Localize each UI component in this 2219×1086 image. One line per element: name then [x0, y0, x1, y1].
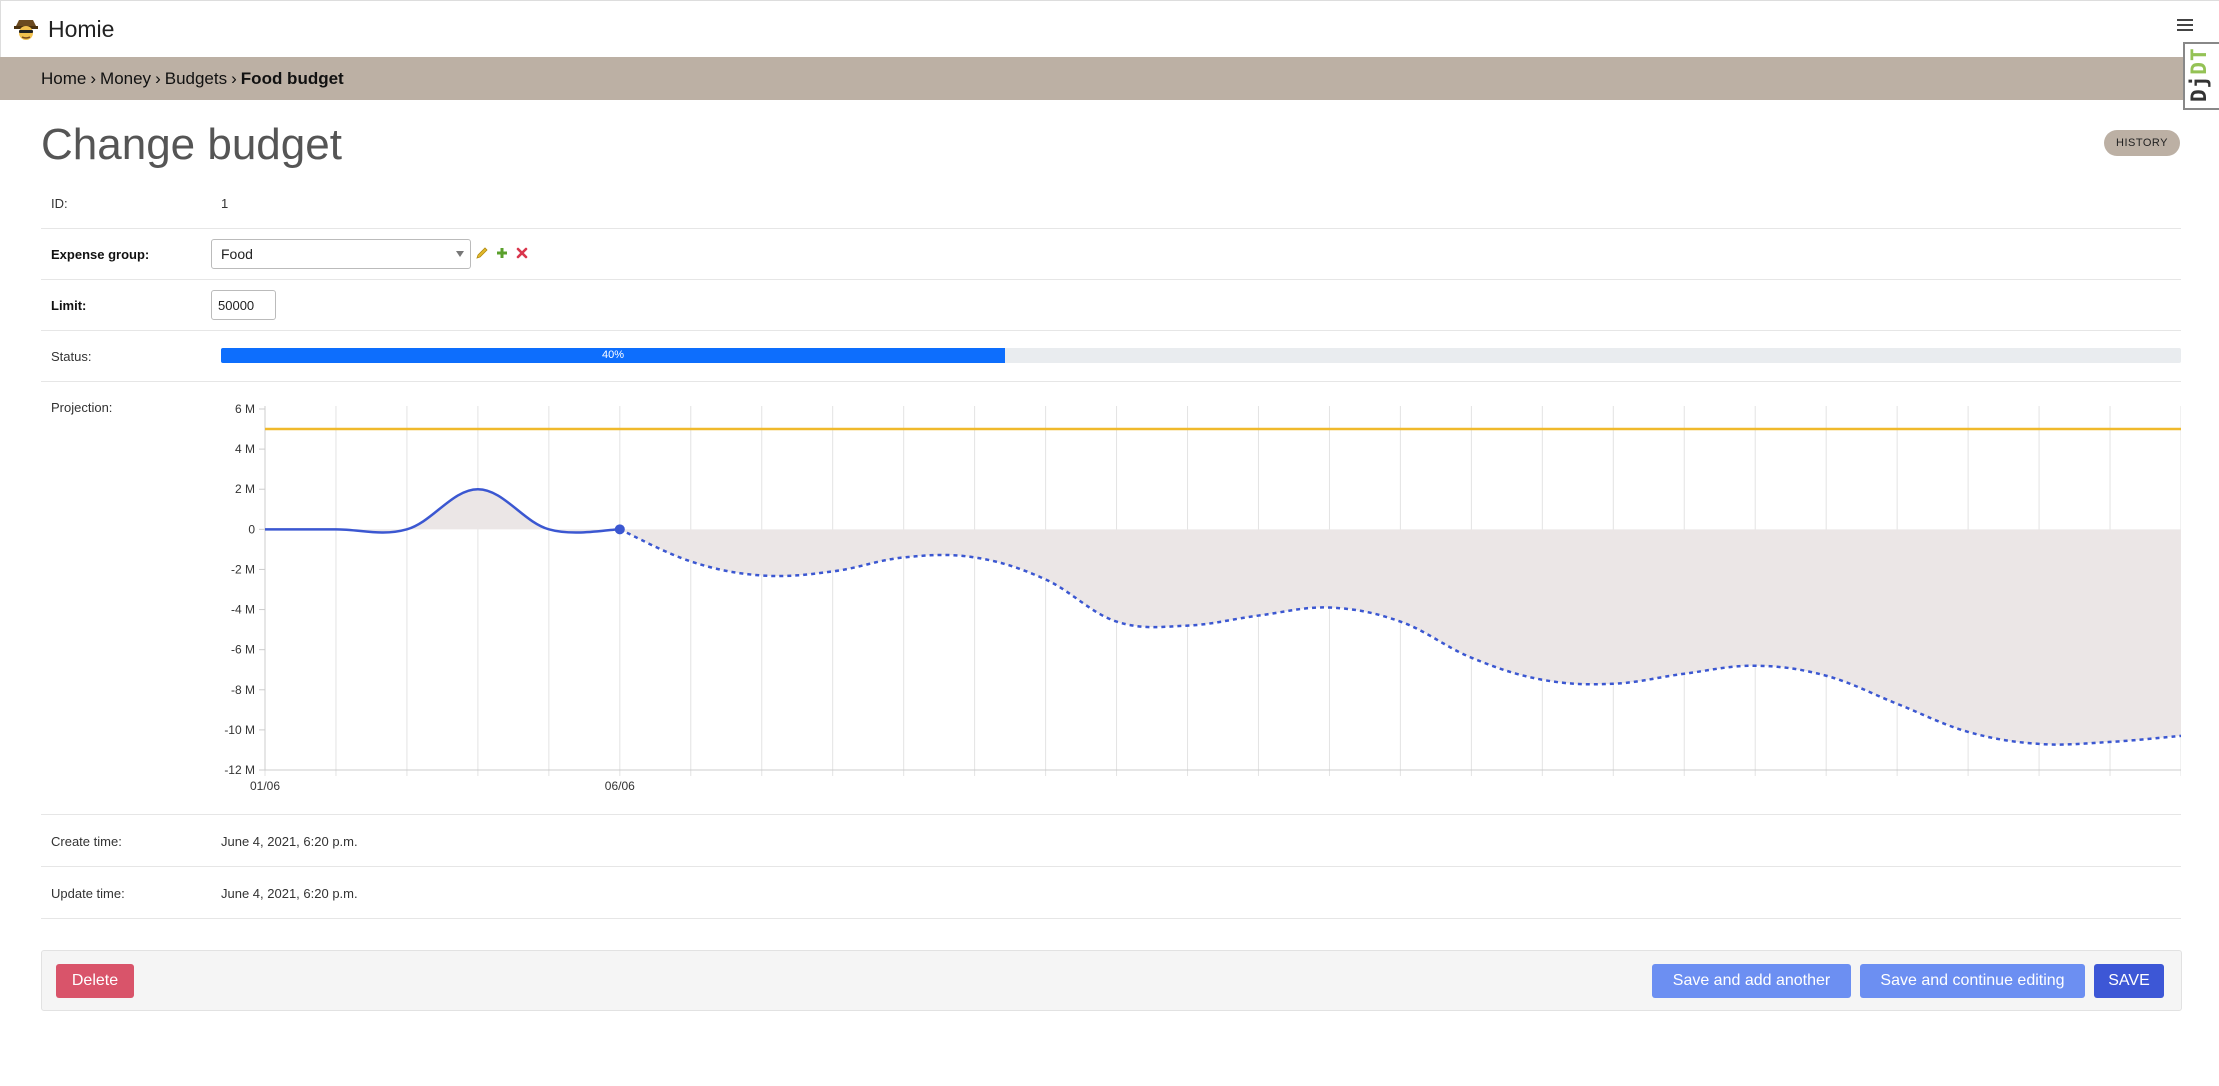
projection-line [619, 528, 2181, 746]
y-tick-label: -6 M [231, 643, 255, 657]
debug-toolbar-label-prefix: Dj [2187, 74, 2211, 102]
breadcrumb: Home › Money › Budgets › Food budget [41, 69, 344, 89]
actual-line [265, 487, 620, 534]
app-title[interactable]: Homie [48, 16, 115, 42]
form-row-projection: Projection: 6 M 4 M 2 M 0 -2 M -4 M -6 M -8 M -1… [41, 382, 2181, 815]
form-row-create-time: Create time: June 4, 2021, 6:20 p.m. [41, 815, 2181, 867]
top-navbar: Homie [0, 0, 2219, 57]
form-row-limit: Limit: [41, 280, 2181, 331]
y-tick-label: 0 [248, 522, 255, 536]
chevron-down-icon [456, 251, 464, 257]
save-and-continue-editing-button[interactable]: Save and continue editing [1860, 964, 2085, 998]
form-row-id: ID: 1 [41, 178, 2181, 229]
x-tick-label: 01/06 [250, 779, 280, 793]
expense-group-select[interactable]: Food [211, 239, 471, 269]
create-time-value: June 4, 2021, 6:20 p.m. [221, 834, 358, 849]
current-point [614, 524, 625, 535]
debug-toolbar-handle[interactable]: DjDT [2183, 42, 2219, 110]
update-time-label: Update time: [51, 886, 125, 901]
projection-area [619, 529, 2181, 745]
y-tick-label: -4 M [231, 603, 255, 617]
status-label: Status: [51, 349, 92, 364]
projection-label: Projection: [51, 400, 113, 415]
y-tick-label: -2 M [231, 562, 255, 576]
delete-button[interactable]: Delete [56, 964, 134, 998]
limit-input[interactable] [211, 290, 276, 320]
projection-chart: 6 M 4 M 2 M 0 -2 M -4 M -6 M -8 M -10 M -12 M 01/0… [224, 402, 2181, 793]
submit-row: Delete Save and add another Save and con… [41, 950, 2182, 1011]
expense-group-label: Expense group: [51, 247, 150, 262]
update-time-value: June 4, 2021, 6:20 p.m. [221, 886, 358, 901]
y-tick-label: -12 M [224, 763, 255, 777]
id-value: 1 [221, 196, 229, 211]
breadcrumb-money[interactable]: Money [100, 69, 152, 88]
form-row-expense-group: Expense group: Food [41, 229, 2181, 280]
breadcrumb-bar: Home › Money › Budgets › Food budget [0, 57, 2219, 100]
plus-add-icon[interactable] [495, 246, 509, 260]
id-label: ID: [51, 196, 68, 211]
page-title: Change budget [41, 120, 342, 169]
breadcrumb-separator: › [231, 69, 237, 88]
breadcrumb-current: Food budget [240, 69, 344, 88]
detective-face-icon [14, 20, 38, 40]
status-progress-fill: 40% [221, 348, 1005, 363]
limit-label: Limit: [51, 298, 87, 313]
hamburger-menu-icon[interactable] [2177, 19, 2193, 33]
y-tick-label: 6 M [235, 402, 255, 416]
breadcrumb-budgets[interactable]: Budgets [164, 69, 228, 88]
status-progress-bar: 40% [221, 348, 2181, 363]
x-delete-icon[interactable] [515, 246, 529, 260]
y-tick-label: -10 M [224, 723, 255, 737]
save-and-add-another-button[interactable]: Save and add another [1652, 964, 1851, 998]
create-time-label: Create time: [51, 834, 122, 849]
y-tick-label: -8 M [231, 683, 255, 697]
breadcrumb-separator: › [155, 69, 161, 88]
breadcrumb-home[interactable]: Home [41, 69, 87, 88]
breadcrumb-separator: › [90, 69, 97, 88]
y-tick-label: 2 M [235, 482, 255, 496]
expense-group-selected: Food [221, 246, 253, 262]
pencil-edit-icon[interactable] [475, 246, 489, 260]
y-tick-label: 4 M [235, 442, 255, 456]
save-button[interactable]: SAVE [2094, 964, 2164, 998]
form-row-status: Status: 40% [41, 331, 2181, 382]
history-button[interactable]: HISTORY [2104, 130, 2180, 156]
x-tick-label: 06/06 [605, 779, 635, 793]
form-row-update-time: Update time: June 4, 2021, 6:20 p.m. [41, 867, 2181, 919]
debug-toolbar-label-suffix: DT [2187, 47, 2211, 75]
actual-area [265, 489, 620, 533]
